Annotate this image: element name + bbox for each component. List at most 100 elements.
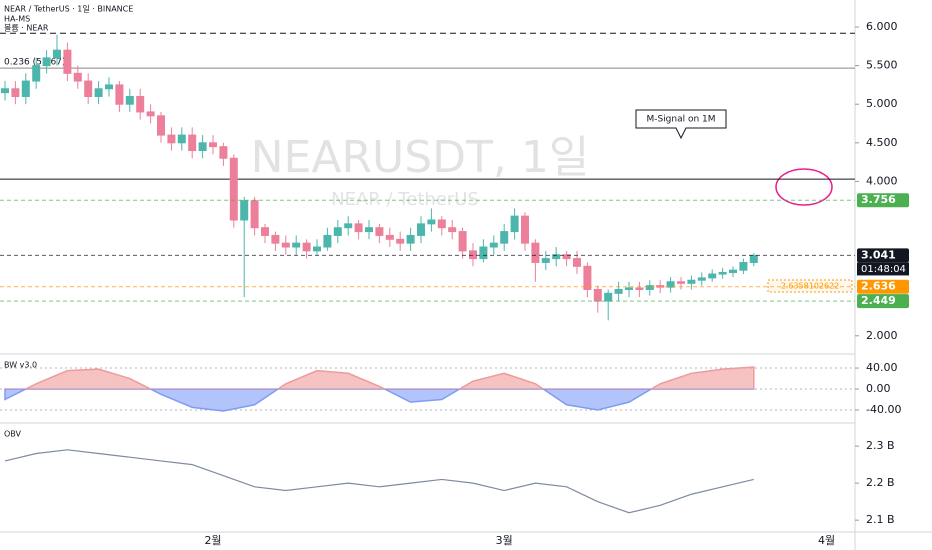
candle-body xyxy=(53,49,61,59)
candle-body xyxy=(292,242,301,248)
candle-body xyxy=(489,242,498,248)
candle-body xyxy=(583,265,592,290)
candle-body xyxy=(437,219,446,229)
candle-body xyxy=(302,242,311,252)
panel-title: OBV xyxy=(4,430,22,439)
candle-body xyxy=(32,65,41,82)
y-tick-label: -40.00 xyxy=(866,403,901,416)
candle-body xyxy=(177,134,186,144)
candle-body xyxy=(708,273,717,279)
candle-body xyxy=(645,285,654,290)
candle-body xyxy=(718,271,727,275)
watermark-symbol: NEARUSDT, 1일 xyxy=(251,132,590,183)
candle-body xyxy=(333,227,342,236)
level-tag xyxy=(767,279,853,293)
candle-body xyxy=(354,223,363,233)
price-label-box xyxy=(857,294,909,309)
watermark-name: NEAR / TetherUS xyxy=(331,189,479,210)
candle-body xyxy=(271,234,280,244)
candle-body xyxy=(167,134,176,144)
price-sublabel-box xyxy=(857,262,909,276)
candle-body xyxy=(635,287,644,290)
candle-body xyxy=(385,234,394,240)
price-label-box xyxy=(857,279,909,294)
highlight-circle xyxy=(775,168,833,206)
candle-body xyxy=(94,88,103,97)
candle-body xyxy=(375,227,384,236)
candle-body xyxy=(749,254,758,263)
price-label-box xyxy=(857,193,909,208)
candle-body xyxy=(198,142,207,152)
candle-body xyxy=(531,242,540,263)
candle-body xyxy=(739,261,748,271)
candle-body xyxy=(11,88,20,97)
candle-body xyxy=(500,231,509,244)
x-tick-label: 4월 xyxy=(818,534,835,547)
candle-body xyxy=(604,292,613,302)
candle-body xyxy=(188,134,197,152)
level-tag-text: 2.6358102622 xyxy=(781,282,840,291)
candle-body xyxy=(1,88,9,94)
price-label: 2.636 xyxy=(861,280,896,293)
candle-body xyxy=(448,227,457,233)
candle-body xyxy=(469,250,477,260)
callout-box xyxy=(635,109,727,140)
y-tick-label: 40.00 xyxy=(866,361,898,374)
y-tick-label: 0.00 xyxy=(866,382,891,395)
candle-body xyxy=(313,246,321,252)
y-tick-label: 2.2 B xyxy=(866,476,895,489)
candle-body xyxy=(697,277,706,281)
candle-body xyxy=(146,111,155,117)
price-label: 2.449 xyxy=(861,294,896,307)
indicator-name: HA-MS xyxy=(4,15,30,24)
price-label: 3.041 xyxy=(861,248,896,261)
candle-body xyxy=(261,227,269,236)
candle-body xyxy=(562,254,571,260)
candle-body xyxy=(157,115,165,136)
candle-body xyxy=(593,288,602,302)
panel-title: BW v3.0 xyxy=(4,361,37,370)
candle-body xyxy=(396,238,405,244)
candle-body xyxy=(240,200,249,221)
candle-body xyxy=(365,227,373,233)
candle-body xyxy=(42,57,51,67)
candle-body xyxy=(250,200,259,229)
candle-body xyxy=(479,246,488,260)
y-tick-label: 2.1 B xyxy=(866,513,895,526)
candle-body xyxy=(729,269,737,273)
candle-body xyxy=(136,95,145,113)
y-tick-label: 5.000 xyxy=(866,97,898,110)
candle-body xyxy=(666,281,675,288)
callout: M-Signal on 1M xyxy=(635,109,727,140)
price-label-box xyxy=(857,248,909,263)
candle-body xyxy=(219,146,228,159)
x-tick-label: 2월 xyxy=(204,534,221,547)
panel-title: NEAR / TetherUS · 1일 · BINANCE xyxy=(4,5,133,14)
candle-body xyxy=(344,223,353,229)
y-tick-label: 2.000 xyxy=(866,329,898,342)
candle-body xyxy=(687,279,696,284)
candle-body xyxy=(417,223,425,236)
candle-body xyxy=(125,95,134,105)
candle-body xyxy=(323,234,332,248)
y-tick-label: 6.000 xyxy=(866,20,898,33)
candle-body xyxy=(573,258,581,267)
indicator-name: 볼륨 · NEAR xyxy=(4,23,49,33)
candle-body xyxy=(105,84,113,90)
y-tick-label: 4.500 xyxy=(866,136,898,149)
candle-body xyxy=(614,288,623,294)
candle-body xyxy=(84,80,93,97)
candle-body xyxy=(281,242,290,248)
candle-body xyxy=(427,219,436,225)
candle-body xyxy=(510,215,519,233)
indicator-line xyxy=(4,449,754,514)
candle-body xyxy=(521,215,529,244)
candle-body xyxy=(73,72,82,82)
candle-body xyxy=(229,157,238,221)
candle-body xyxy=(458,231,467,252)
candle-body xyxy=(21,80,30,97)
price-sublabel: 01:48:04 xyxy=(861,264,906,275)
candle-body xyxy=(625,287,633,290)
